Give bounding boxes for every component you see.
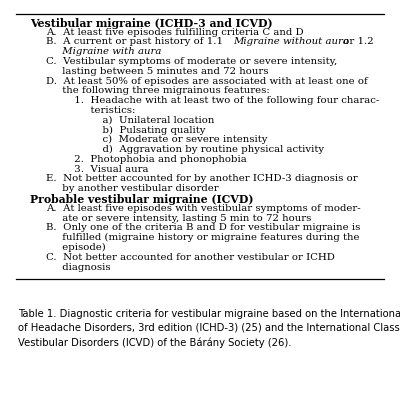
Text: A.  At least five episodes fulfilling criteria C and D: A. At least five episodes fulfilling cri… bbox=[46, 28, 304, 36]
Text: Probable vestibular migraine (ICVD): Probable vestibular migraine (ICVD) bbox=[30, 194, 254, 205]
Text: d)  Aggravation by routine physical activity: d) Aggravation by routine physical activ… bbox=[70, 145, 324, 154]
Text: C.  Not better accounted for another vestibular or ICHD: C. Not better accounted for another vest… bbox=[46, 253, 335, 262]
Text: B.  Only one of the criteria B and D for vestibular migraine is: B. Only one of the criteria B and D for … bbox=[46, 223, 360, 232]
Text: Migraine without aura: Migraine without aura bbox=[234, 37, 350, 46]
Text: fulfilled (migraine history or migraine features during the: fulfilled (migraine history or migraine … bbox=[46, 233, 360, 242]
Text: diagnosis: diagnosis bbox=[46, 263, 111, 272]
Text: E.  Not better accounted for by another ICHD-3 diagnosis or: E. Not better accounted for by another I… bbox=[46, 174, 358, 183]
Text: a)  Unilateral location: a) Unilateral location bbox=[70, 116, 214, 125]
Text: c)  Moderate or severe intensity: c) Moderate or severe intensity bbox=[70, 135, 268, 145]
Text: 3.  Visual aura: 3. Visual aura bbox=[58, 165, 148, 173]
Text: D.  At least 50% of episodes are associated with at least one of: D. At least 50% of episodes are associat… bbox=[46, 76, 368, 86]
Text: B.  A current or past history of 1.1: B. A current or past history of 1.1 bbox=[46, 37, 226, 46]
Text: Vestibular migraine (ICHD-3 and ICVD): Vestibular migraine (ICHD-3 and ICVD) bbox=[30, 18, 273, 29]
Text: 1.  Headache with at least two of the following four charac-: 1. Headache with at least two of the fol… bbox=[58, 96, 379, 105]
Text: Migraine with aura: Migraine with aura bbox=[46, 47, 161, 56]
Text: or 1.2: or 1.2 bbox=[340, 37, 374, 46]
Text: episode): episode) bbox=[46, 243, 106, 252]
Text: by another vestibular disorder: by another vestibular disorder bbox=[46, 184, 219, 193]
Text: C.  Vestibular symptoms of moderate or severe intensity,: C. Vestibular symptoms of moderate or se… bbox=[46, 57, 337, 66]
Text: b)  Pulsating quality: b) Pulsating quality bbox=[70, 126, 206, 135]
Text: lasting between 5 minutes and 72 hours: lasting between 5 minutes and 72 hours bbox=[46, 67, 268, 76]
Text: Table 1. Diagnostic criteria for vestibular migraine based on the International : Table 1. Diagnostic criteria for vestibu… bbox=[18, 309, 400, 348]
Text: the following three migrainous features:: the following three migrainous features: bbox=[46, 86, 270, 95]
Text: A.  At least five episodes with vestibular symptoms of moder-: A. At least five episodes with vestibula… bbox=[46, 204, 361, 213]
Text: 2.  Photophobia and phonophobia: 2. Photophobia and phonophobia bbox=[58, 155, 247, 164]
Text: ate or severe intensity, lasting 5 min to 72 hours: ate or severe intensity, lasting 5 min t… bbox=[46, 213, 311, 223]
Text: teristics:: teristics: bbox=[58, 106, 135, 115]
